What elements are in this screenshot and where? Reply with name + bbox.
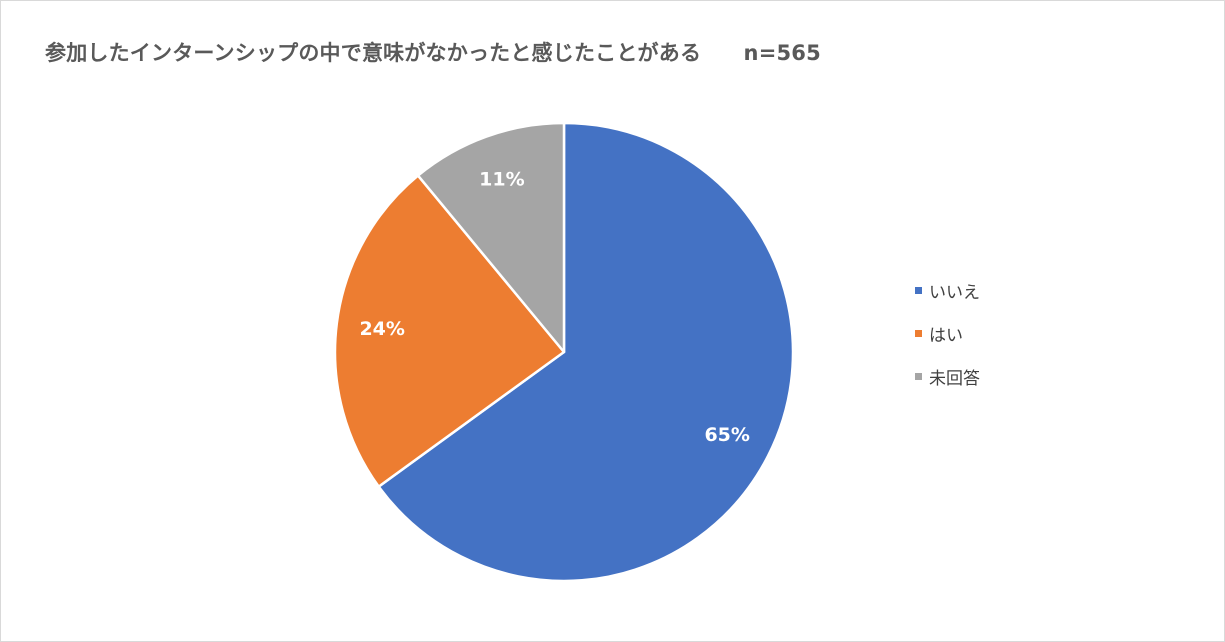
legend-item: いいえ: [915, 269, 980, 312]
data-label: 24%: [359, 318, 404, 340]
legend-label: いいえ: [929, 283, 980, 303]
legend: いいえ はい 未回答: [915, 269, 980, 398]
chart-title: 参加したインターンシップの中で意味がなかったと感じたことがある n=565: [45, 41, 821, 65]
legend-item: はい: [915, 312, 980, 355]
data-label: 11%: [479, 169, 524, 191]
legend-swatch: [915, 287, 922, 294]
legend-label: 未回答: [929, 369, 980, 389]
legend-label: はい: [929, 326, 963, 346]
legend-swatch: [915, 373, 922, 380]
legend-swatch: [915, 330, 922, 337]
legend-item: 未回答: [915, 355, 980, 398]
pie-slice: [416, 121, 566, 354]
pie-slice: [333, 174, 566, 488]
pie-slice: [377, 121, 795, 583]
data-label: 65%: [704, 424, 749, 446]
